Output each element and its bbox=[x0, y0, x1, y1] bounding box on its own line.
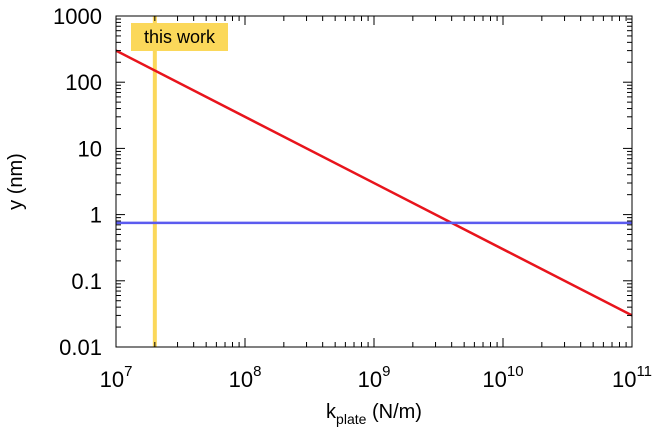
y-tick-label: 0.1 bbox=[71, 269, 102, 294]
y-tick-label: 1000 bbox=[53, 4, 102, 29]
x-tick-label-base: 10 bbox=[358, 367, 382, 392]
x-tick-label: 107 bbox=[100, 363, 133, 392]
x-tick-label-base: 10 bbox=[100, 367, 124, 392]
plot-frame bbox=[115, 15, 633, 348]
x-tick-label: 1011 bbox=[612, 363, 652, 392]
series-layer bbox=[116, 49, 632, 317]
x-axis-label-suffix: (N/m) bbox=[366, 401, 422, 423]
y-tick-label: 1 bbox=[90, 203, 102, 228]
x-tick-label-exponent: 11 bbox=[636, 363, 652, 380]
x-tick-label: 108 bbox=[229, 363, 262, 392]
x-axis-label-subscript: plate bbox=[336, 411, 367, 427]
x-tick-label-exponent: 10 bbox=[507, 363, 524, 380]
y-tick-label: 0.01 bbox=[59, 335, 102, 360]
annotation-box bbox=[131, 23, 228, 51]
x-tick-label: 109 bbox=[358, 363, 391, 392]
x-axis-label: kplate (N/m) bbox=[326, 401, 422, 427]
x-tick-label-base: 10 bbox=[612, 367, 636, 392]
annotation-text: this work bbox=[144, 27, 216, 47]
x-tick-label-base: 10 bbox=[482, 367, 506, 392]
x-axis-label-base: k bbox=[326, 401, 337, 423]
y-tick-label: 10 bbox=[78, 136, 102, 161]
x-tick-label-base: 10 bbox=[229, 367, 253, 392]
series-1-line bbox=[116, 49, 632, 317]
y-axis-label: y (nm) bbox=[5, 153, 27, 210]
x-tick-label-exponent: 9 bbox=[382, 363, 390, 380]
annotation-label-layer: this work bbox=[131, 23, 228, 51]
x-tick-label-exponent: 8 bbox=[253, 363, 261, 380]
x-tick-label-exponent: 7 bbox=[124, 363, 132, 380]
y-tick-label: 100 bbox=[65, 70, 102, 95]
x-tick-label: 1010 bbox=[482, 363, 523, 392]
